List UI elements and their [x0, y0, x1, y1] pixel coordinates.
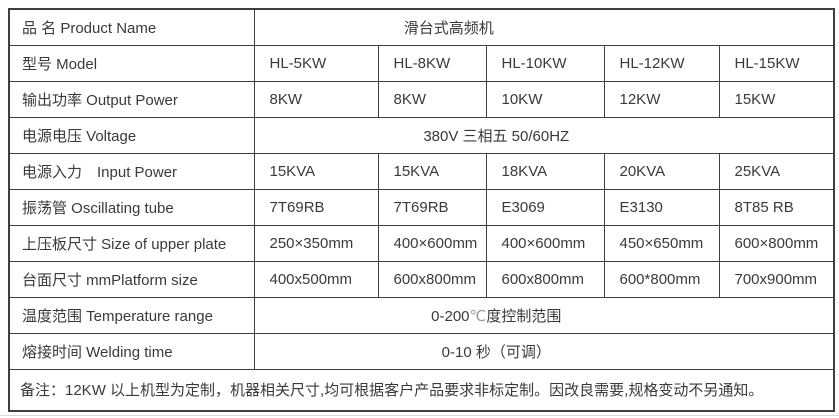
upper-plate-value-2: 400×600mm — [377, 224, 487, 262]
temperature-range-label: 温度范围 Temperature range — [8, 296, 255, 334]
input-power-value-2: 15KVA — [377, 152, 487, 190]
row-model: 型号 Model HL-5KW HL-8KW HL-10KW HL-12KW H… — [8, 44, 835, 82]
input-power-value-4: 20KVA — [603, 152, 720, 190]
upper-plate-label: 上压板尺寸 Size of upper plate — [8, 224, 255, 262]
model-label: 型号 Model — [8, 44, 255, 82]
output-power-value-2: 8KW — [377, 80, 487, 118]
output-power-value-3: 10KW — [485, 80, 605, 118]
input-power-value-5: 25KVA — [718, 152, 835, 190]
degree-celsius-symbol: ℃ — [469, 307, 487, 325]
oscillating-tube-label: 振荡管 Oscillating tube — [8, 188, 255, 226]
welding-time-label: 熔接时间 Welding time — [8, 332, 255, 370]
row-upper-plate: 上压板尺寸 Size of upper plate 250×350mm 400×… — [8, 224, 835, 262]
bottom-divider — [0, 415, 839, 416]
upper-plate-value-3: 400×600mm — [485, 224, 605, 262]
platform-size-value-4: 600*800mm — [603, 260, 720, 298]
row-output-power: 输出功率 Output Power 8KW 8KW 10KW 12KW 15KW — [8, 80, 835, 118]
product-name-label: 品 名 Product Name — [8, 8, 255, 46]
model-value-1: HL-5KW — [253, 44, 379, 82]
temperature-value-suffix: 度控制范围 — [486, 307, 562, 325]
oscillating-tube-value-1: 7T69RB — [253, 188, 379, 226]
model-value-4: HL-12KW — [603, 44, 720, 82]
model-value-2: HL-8KW — [377, 44, 487, 82]
oscillating-tube-value-4: E3130 — [603, 188, 720, 226]
voltage-label: 电源电压 Voltage — [8, 116, 255, 154]
upper-plate-value-5: 600×800mm — [718, 224, 835, 262]
oscillating-tube-value-2: 7T69RB — [377, 188, 487, 226]
model-value-3: HL-10KW — [485, 44, 605, 82]
welding-time-value: 0-10 秒（可调） — [253, 332, 835, 370]
product-name-value: 滑台式高频机 — [253, 8, 835, 46]
output-power-value-4: 12KW — [603, 80, 720, 118]
note-text: 备注：12KW 以上机型为定制，机器相关尺寸,均可根据客户产品要求非标定制。因改… — [8, 368, 835, 412]
oscillating-tube-value-5: 8T85 RB — [718, 188, 835, 226]
output-power-value-5: 15KW — [718, 80, 835, 118]
row-input-power: 电源入力 Input Power 15KVA 15KVA 18KVA 20KVA… — [8, 152, 835, 190]
platform-size-value-2: 600x800mm — [377, 260, 487, 298]
voltage-value: 380V 三相五 50/60HZ — [253, 116, 835, 154]
product-spec-table: 品 名 Product Name 滑台式高频机 型号 Model HL-5KW … — [8, 8, 836, 412]
temperature-value-prefix: 0-200 — [431, 307, 470, 325]
row-welding-time: 熔接时间 Welding time 0-10 秒（可调） — [8, 332, 835, 370]
output-power-label: 输出功率 Output Power — [8, 80, 255, 118]
temperature-range-value: 0-200℃度控制范围 — [253, 296, 835, 334]
platform-size-value-3: 600x800mm — [485, 260, 605, 298]
platform-size-label: 台面尺寸 mmPlatform size — [8, 260, 255, 298]
row-voltage: 电源电压 Voltage 380V 三相五 50/60HZ — [8, 116, 835, 154]
oscillating-tube-value-3: E3069 — [485, 188, 605, 226]
model-value-5: HL-15KW — [718, 44, 835, 82]
row-oscillating-tube: 振荡管 Oscillating tube 7T69RB 7T69RB E3069… — [8, 188, 835, 226]
row-note: 备注：12KW 以上机型为定制，机器相关尺寸,均可根据客户产品要求非标定制。因改… — [8, 368, 835, 412]
platform-size-value-5: 700x900mm — [718, 260, 835, 298]
upper-plate-value-1: 250×350mm — [253, 224, 379, 262]
output-power-value-1: 8KW — [253, 80, 379, 118]
input-power-label: 电源入力 Input Power — [8, 152, 255, 190]
input-power-value-1: 15KVA — [253, 152, 379, 190]
input-power-value-3: 18KVA — [485, 152, 605, 190]
row-temperature-range: 温度范围 Temperature range 0-200℃度控制范围 — [8, 296, 835, 334]
row-platform-size: 台面尺寸 mmPlatform size 400x500mm 600x800mm… — [8, 260, 835, 298]
row-product-name: 品 名 Product Name 滑台式高频机 — [8, 8, 835, 46]
upper-plate-value-4: 450×650mm — [603, 224, 720, 262]
platform-size-value-1: 400x500mm — [253, 260, 379, 298]
